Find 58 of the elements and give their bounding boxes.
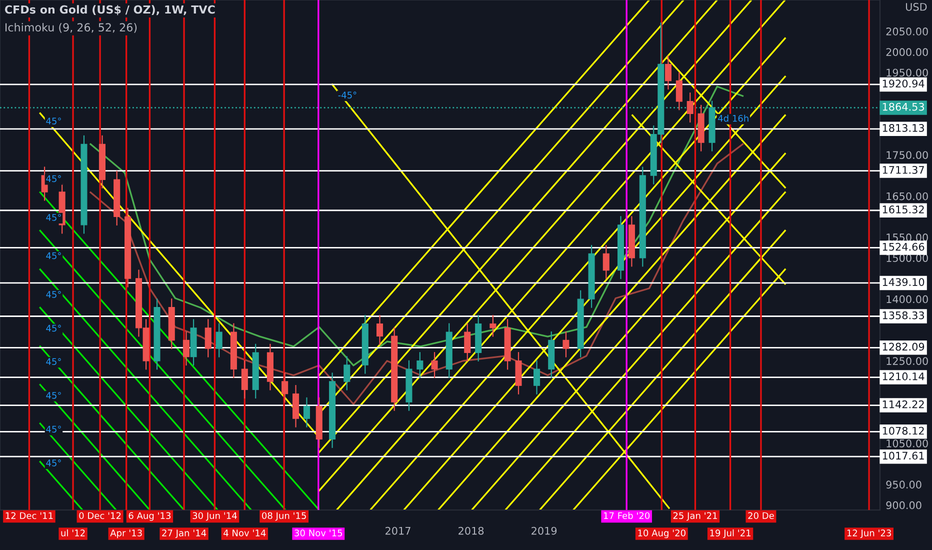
annotation: 45° xyxy=(46,426,61,433)
y-tick-label: 900.00 xyxy=(886,501,922,510)
y-tick-label: 2050.00 xyxy=(886,28,928,36)
y-tick-label: 950.00 xyxy=(886,480,922,489)
ref-line-label: 1282.09 xyxy=(882,342,924,351)
ref-line-label: 30 Nov '15 xyxy=(294,530,342,536)
annotation: 45° xyxy=(46,291,61,298)
chart-title: CFDs on Gold (US$ / OZ), 1W, TVC xyxy=(4,5,215,16)
ref-line-label: 4 Nov '14 xyxy=(224,530,266,536)
ref-line-label: 19 Jul '21 xyxy=(710,529,750,538)
ref-line-label: Apr '13 xyxy=(110,530,142,538)
text: USD xyxy=(906,2,927,11)
ref-line-label: 30 Jun '14 xyxy=(192,512,237,521)
ref-line-label: 1439.10 xyxy=(882,278,924,286)
annotation: 45° xyxy=(46,460,61,466)
annotation: 45° xyxy=(46,118,61,124)
ref-line-label: 27 Jan '14 xyxy=(162,530,206,538)
ref-line-label: 1524.66 xyxy=(882,242,924,251)
y-tick-label: 1950.00 xyxy=(886,68,928,77)
ref-line-label: 1078.12 xyxy=(882,426,924,435)
ref-line-label: ul '12 xyxy=(61,529,85,536)
text: Ichimoku (9, 26, 52, 26) xyxy=(5,22,137,33)
x-tick-label: 2019 xyxy=(532,526,557,535)
annotation: 45° xyxy=(46,175,61,182)
y-tick-label: 1050.00 xyxy=(886,439,928,448)
y-tick-label: 2000.00 xyxy=(886,48,928,56)
y-tick-label: 1400.00 xyxy=(886,295,928,304)
ref-line-label: 0 Dec '12 xyxy=(79,512,121,520)
ref-line-label: 1142.22 xyxy=(882,400,924,408)
ref-line-label: 1813.13 xyxy=(882,124,924,132)
ref-line-label: 1615.32 xyxy=(882,206,924,214)
annotation: 45° xyxy=(46,358,61,366)
y-tick-label: 1500.00 xyxy=(886,254,928,262)
ref-line-label: 25 Jan '21 xyxy=(673,512,717,521)
ref-line-label: 20 De xyxy=(748,512,774,520)
ref-line-label: 1358.33 xyxy=(882,311,924,320)
annotation: 45° xyxy=(46,214,61,221)
ref-line-label: 6 Aug '13 xyxy=(128,512,171,521)
x-tick-label: 2018 xyxy=(458,526,484,535)
annotation: 45° xyxy=(46,252,61,260)
annotation: 45° xyxy=(46,324,61,332)
annotation: -45° xyxy=(338,92,356,98)
annotation: 4d 16h xyxy=(718,114,748,122)
y-tick-label: 1250.00 xyxy=(886,357,928,365)
ref-line-label: 1711.37 xyxy=(882,166,924,174)
ref-line-label: 12 Jun '23 xyxy=(847,530,891,538)
ref-line-label: 1210.14 xyxy=(882,372,924,380)
y-tick-label: 1750.00 xyxy=(886,151,928,159)
x-tick-label: 2017 xyxy=(386,526,410,535)
ref-line-label: 10 Aug '20 xyxy=(638,530,686,538)
ref-line-label: 08 Jun '15 xyxy=(262,512,306,521)
ref-line-label: 1864.53 xyxy=(882,102,924,111)
ref-line-label: 12 Dec '11 xyxy=(6,512,53,520)
annotation: 45° xyxy=(46,392,61,399)
y-tick-label: 1650.00 xyxy=(886,192,928,200)
ref-line-label: 17 Feb '20 xyxy=(604,512,650,520)
ref-line-label: 1920.94 xyxy=(882,80,924,88)
ref-line-label: 1017.61 xyxy=(882,452,924,460)
